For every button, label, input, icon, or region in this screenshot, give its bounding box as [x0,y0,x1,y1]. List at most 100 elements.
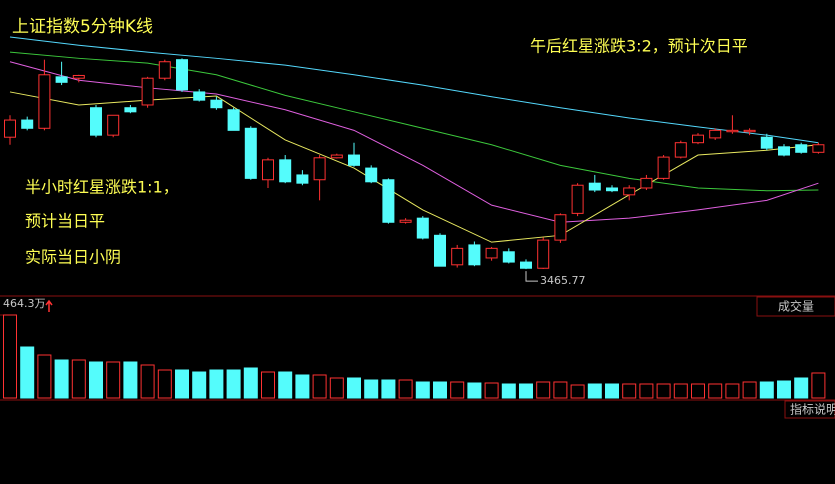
candle-body [674,142,687,158]
candle-body [296,174,309,184]
candle-body [554,214,567,241]
candle-body [90,107,102,136]
candle-body [623,187,636,196]
candle-body [244,127,257,179]
volume-bar [450,381,465,399]
chart-title: 上证指数5分钟K线 [12,17,153,37]
volume-bar [226,369,241,399]
volume-bar [587,383,602,399]
volume-bar [209,369,224,399]
candle-body [193,91,206,101]
volume-bar [553,381,568,399]
low-pointer [525,271,538,282]
volume-bar [71,359,86,399]
candle-body [571,184,584,214]
candle-body [451,247,464,266]
candle-body [795,144,808,153]
annotation: 预计当日平 [25,212,105,231]
volume-bar [759,381,774,399]
volume-bar [3,314,17,399]
candle-body [416,217,429,239]
volume-bar [347,377,361,399]
volume-bar [777,380,791,399]
candle-body [588,182,601,191]
indicator-label[interactable]: 指标说明 [790,402,835,417]
volume-bar [364,379,379,399]
candle-body [210,99,223,109]
candle-body [657,156,670,179]
volume-bar [673,383,688,399]
candle-body [141,77,154,106]
candle-body [520,261,532,269]
volume-title: 成交量 [778,299,814,314]
volume-bar [639,383,654,399]
volume-box [756,296,835,317]
volume-bar [811,372,826,399]
candle-body [124,107,137,113]
candle-body [640,177,653,189]
candle-body [330,154,343,159]
volume-bar [433,381,447,399]
indicator-button[interactable] [784,400,835,419]
volume-bar [20,346,35,399]
candle-body [485,247,498,259]
volume-bar [261,371,275,399]
candle-body [743,129,756,133]
candle-body [709,129,722,139]
annotation: 午后红星涨跌3:2，预计次日平 [530,37,748,56]
candle-body [726,129,739,133]
volume-bar [708,383,723,399]
low-label: 3465.77 [540,274,586,287]
candle-body [4,119,16,138]
volume-bar [312,374,327,399]
volume-bar [519,383,533,399]
volume-bar [329,377,344,399]
candle-body [468,244,481,266]
candle-body [778,146,790,156]
candle-body [537,239,550,269]
candle-body [606,187,618,192]
candle-body [21,119,34,129]
volume-bar [192,371,207,399]
candle-body [279,159,292,183]
volume-bar [691,383,705,399]
volume-bar [243,367,258,399]
volume-bar [278,371,293,399]
volume-bar [501,383,516,399]
volume-bar [37,354,52,399]
volume-bar [175,369,189,399]
volume-bar [794,377,809,399]
volume-bar [467,382,482,399]
volume-bar [415,381,430,399]
volume-bar [605,383,619,399]
candle-body [227,109,240,131]
volume-tick-label: 464.3万 [3,297,46,310]
candle-body [107,114,120,136]
candle-body [158,61,171,79]
volume-bar [123,361,138,399]
volume-bar [570,384,585,399]
ma-line [9,36,819,144]
candle-body [38,74,51,129]
candle-body [262,159,274,181]
volume-bar [106,361,121,399]
volume-bar [656,383,671,399]
candle-body [313,157,326,181]
candle-body [692,134,704,144]
candle-body [348,154,360,166]
volume-bar [381,379,396,399]
candle-body [382,179,395,223]
ma-line [9,51,819,192]
volume-bar [398,379,413,399]
volume-bar [622,383,637,399]
annotation: 实际当日小阴 [25,248,121,267]
candle-body [176,59,188,91]
up-arrow-icon [45,299,53,312]
volume-bar [54,359,69,399]
volume-bar [89,361,103,399]
candle-body [760,136,773,149]
candle-body [434,234,446,267]
